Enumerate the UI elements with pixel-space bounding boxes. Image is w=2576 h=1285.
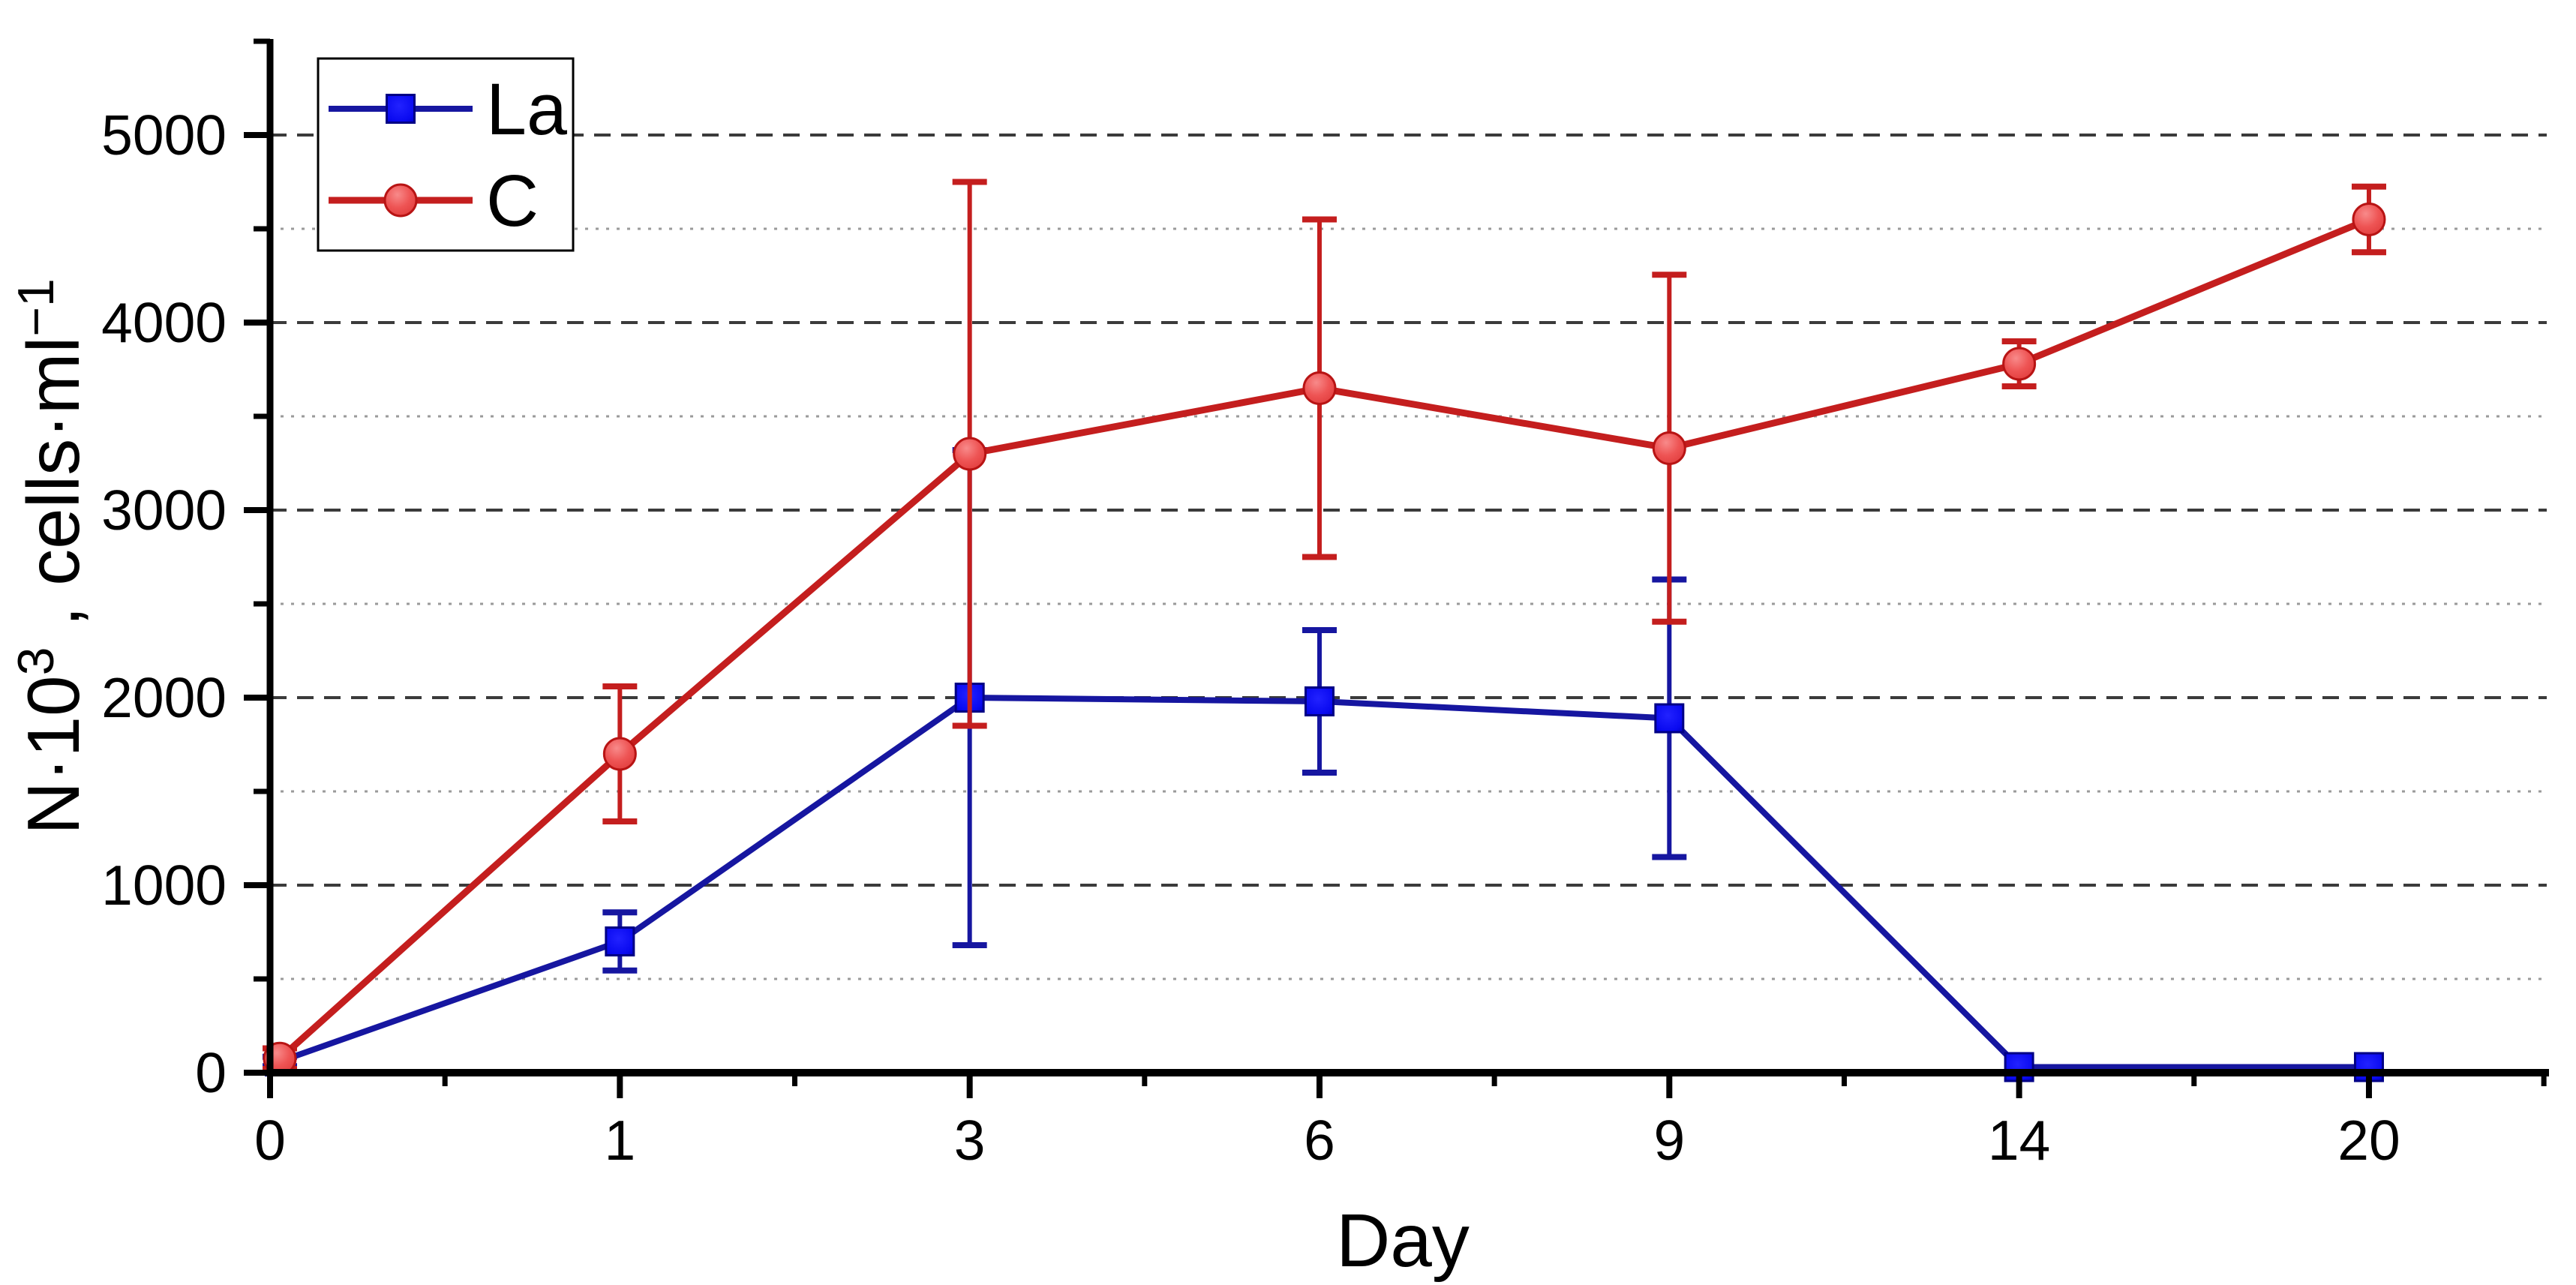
- legend-entry-C: C: [329, 160, 539, 242]
- svg-text:20: 20: [2337, 1109, 2400, 1172]
- svg-text:14: 14: [1988, 1109, 2050, 1172]
- svg-text:3000: 3000: [101, 479, 227, 542]
- svg-text:1: 1: [604, 1109, 635, 1172]
- legend: La C: [317, 57, 575, 252]
- svg-text:4000: 4000: [101, 291, 227, 354]
- legend-box: [317, 57, 575, 252]
- legend-circle-marker: [383, 183, 418, 218]
- x-axis-tick-labels: 0 1 3 6 9 14 20: [254, 1109, 2400, 1172]
- series-C-error-bars: [263, 179, 2386, 1072]
- legend-entry-La: La: [329, 68, 567, 150]
- y-axis-tick-labels: 0 1000 2000 3000 4000 5000: [101, 104, 227, 1104]
- x-axis-title: Day: [1336, 1199, 1470, 1283]
- series-C-line: [277, 216, 2370, 1061]
- series-C-markers: [263, 203, 2386, 1076]
- legend-label-La: La: [486, 68, 567, 150]
- svg-text:0: 0: [195, 1041, 227, 1104]
- series-La-markers: [265, 683, 2384, 1082]
- svg-text:3: 3: [954, 1109, 986, 1172]
- y-axis-title: N·103​ , cells·ml−1​: [8, 278, 95, 835]
- major-gridlines: [270, 134, 2547, 887]
- series-La-error-bars: [263, 447, 1687, 1070]
- svg-text:1000: 1000: [101, 854, 227, 917]
- svg-text:2000: 2000: [101, 666, 227, 729]
- svg-text:0: 0: [254, 1109, 286, 1172]
- series-La-line: [278, 695, 2369, 1070]
- legend-label-C: C: [486, 160, 539, 242]
- minor-gridlines: [270, 227, 2547, 980]
- axes: [244, 38, 2549, 1098]
- series-La: [263, 447, 2384, 1082]
- svg-text:6: 6: [1304, 1109, 1335, 1172]
- svg-text:5000: 5000: [101, 104, 227, 167]
- series-C: [263, 179, 2386, 1076]
- legend-square-marker: [386, 94, 416, 124]
- svg-text:9: 9: [1653, 1109, 1685, 1172]
